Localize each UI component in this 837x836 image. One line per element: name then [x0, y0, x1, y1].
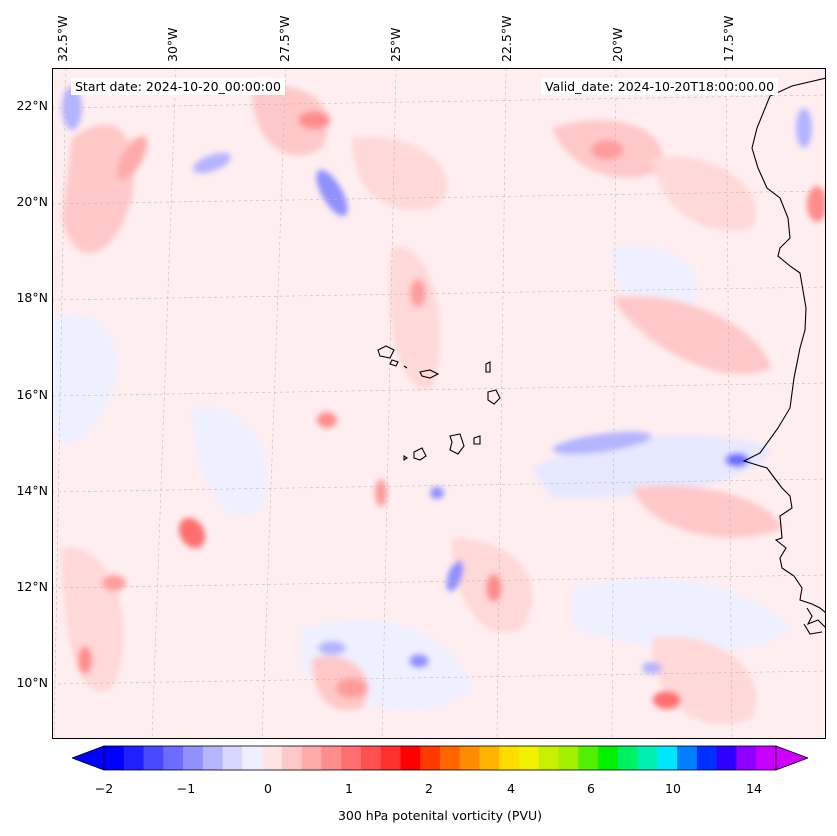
colorbar-cell: [499, 746, 520, 770]
colorbar-cell: [420, 746, 441, 770]
colorbar-cell: [677, 746, 698, 770]
lon-label: 22.5°W: [499, 15, 514, 62]
colorbar-cell: [696, 746, 718, 770]
colorbar-cell: [459, 746, 481, 770]
colorbar-cell: [479, 746, 500, 770]
colorbar-tick: 10: [665, 781, 681, 796]
colorbar-cell: [716, 746, 737, 770]
colorbar-outline: [103, 745, 777, 771]
colorbar-cell: [163, 746, 184, 770]
colorbar-cell: [104, 746, 125, 770]
colorbar-cell: [341, 746, 362, 770]
colorbar-cell: [321, 746, 342, 770]
lat-label: 12°N: [16, 579, 48, 594]
colorbar-tick: 6: [587, 781, 595, 796]
colorbar-cell: [301, 746, 322, 770]
colorbar-cell: [756, 746, 777, 770]
lat-label: 22°N: [16, 98, 48, 113]
colorbar-cell: [281, 746, 303, 770]
colorbar-label: 300 hPa potenital vorticity (PVU): [337, 808, 543, 823]
coastline: [742, 77, 826, 635]
colorbar-tick: 14: [746, 781, 762, 796]
colorbar-cell: [637, 746, 658, 770]
colorbar-cell: [736, 746, 757, 770]
colorbar-tick: 0: [264, 781, 272, 796]
cape-verde-islands: [377, 345, 501, 462]
valid-date-label: Valid_date: 2024-10-20T18:00:00.00: [541, 78, 779, 95]
colorbar-cell: [558, 746, 579, 770]
lon-label: 32.5°W: [55, 15, 70, 62]
lat-label: 10°N: [16, 675, 48, 690]
lat-label: 20°N: [16, 194, 48, 209]
colorbar-over-triangle: [776, 746, 808, 770]
colorbar-cell: [380, 746, 401, 770]
lon-label: 17.5°W: [721, 15, 736, 62]
colorbar-cell: [440, 746, 461, 770]
colorbar-cell: [657, 746, 678, 770]
colorbar-cell: [183, 746, 204, 770]
colorbar-under-triangle: [72, 746, 104, 770]
lon-label: 30°W: [165, 27, 180, 62]
colorbar-cell: [143, 746, 164, 770]
colorbar-extend-outline: [71, 745, 809, 771]
lon-label: 27.5°W: [277, 15, 292, 62]
colorbar: [71, 745, 809, 771]
colorbar-cell: [123, 746, 145, 770]
lon-label: 25°W: [388, 27, 403, 62]
colorbar-cell: [360, 746, 382, 770]
lat-label: 18°N: [16, 290, 48, 305]
colorbar-cell: [400, 746, 421, 770]
colorbar-tick: 2: [425, 781, 433, 796]
colorbar-tick: −1: [176, 781, 196, 796]
colorbar-cell: [242, 746, 263, 770]
colorbar-cell: [617, 746, 639, 770]
colorbar-cell: [598, 746, 619, 770]
colorbar-cell: [519, 746, 540, 770]
colorbar-tick: −2: [94, 781, 114, 796]
lat-label: 14°N: [16, 483, 48, 498]
colorbar-cell: [578, 746, 599, 770]
start-date-label: Start date: 2024-10-20_00:00:00: [71, 78, 285, 95]
colorbar-tick: 1: [345, 781, 353, 796]
colorbar-cell: [202, 746, 224, 770]
colorbar-cell: [538, 746, 560, 770]
lat-label: 16°N: [16, 387, 48, 402]
lon-label: 20°W: [610, 27, 625, 62]
colorbar-tick: 4: [507, 781, 515, 796]
graticule: [52, 68, 826, 739]
map-panel: [52, 68, 826, 739]
pv-contour-map: [52, 68, 826, 739]
colorbar-cell: [222, 746, 243, 770]
colorbar-cells: [104, 746, 777, 770]
colorbar-cell: [262, 746, 283, 770]
pv-field: [52, 86, 826, 725]
